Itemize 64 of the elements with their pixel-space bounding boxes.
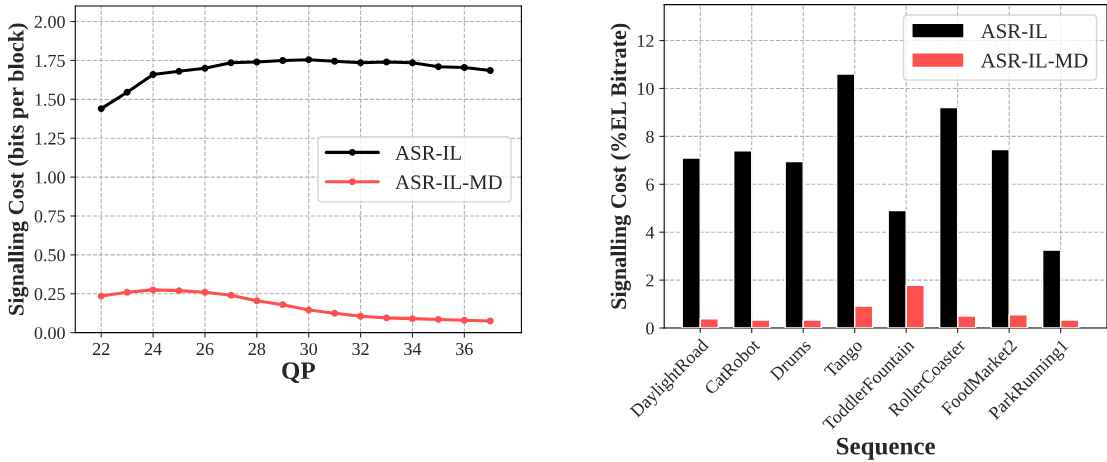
point xyxy=(123,88,131,96)
x-tick-label: 30 xyxy=(300,342,318,356)
y-tick-label: 0 xyxy=(646,322,654,335)
point xyxy=(305,306,313,314)
point xyxy=(331,309,339,317)
y-tick-label: 1.00 xyxy=(35,171,65,184)
point xyxy=(123,288,131,296)
point xyxy=(383,58,390,66)
point xyxy=(460,316,468,324)
point xyxy=(227,291,235,299)
x-tick-label: 34 xyxy=(404,342,422,356)
y-tick-label: 10 xyxy=(638,82,654,95)
point xyxy=(97,105,105,113)
point xyxy=(279,56,287,64)
y-tick-label: 1.50 xyxy=(35,93,65,106)
y-tick-label: 2.00 xyxy=(34,15,65,29)
x-axis-title: QP xyxy=(282,362,315,383)
x-tick-label: 32 xyxy=(352,342,369,356)
x-tick-label: 36 xyxy=(456,342,473,356)
point xyxy=(97,292,105,300)
x-tick-label: 28 xyxy=(248,342,266,356)
point xyxy=(357,312,365,320)
y-tick-label: 8 xyxy=(646,130,654,143)
point xyxy=(253,297,261,305)
y-tick-label: 1.25 xyxy=(35,132,65,145)
y-tick-label: 2 xyxy=(646,274,654,287)
y-tick-label: 0.50 xyxy=(34,249,65,262)
point xyxy=(201,288,209,296)
point xyxy=(331,57,339,65)
point xyxy=(201,64,209,72)
legend-label: ASR-IL-MD xyxy=(980,53,1088,68)
point xyxy=(357,59,365,67)
legend-label: ASR-IL-MD xyxy=(395,175,502,190)
y-tick-label: 12 xyxy=(638,34,654,47)
point xyxy=(149,286,157,294)
x-axis-title: Sequence xyxy=(836,437,935,460)
point xyxy=(434,315,442,323)
point xyxy=(486,67,494,75)
y-axis-title: Signalling Cost (bits per block) xyxy=(8,23,29,315)
point xyxy=(434,63,442,71)
legend-label: ASR-IL xyxy=(395,145,461,160)
y-tick-label: 1.75 xyxy=(35,54,65,67)
x-tick-label: 24 xyxy=(144,342,162,355)
point xyxy=(305,56,313,64)
point xyxy=(460,63,468,71)
x-tick-label: 22 xyxy=(92,342,110,355)
point xyxy=(383,314,390,322)
point xyxy=(408,315,416,323)
point xyxy=(253,58,261,66)
y-tick-label: 0.25 xyxy=(34,288,65,301)
point xyxy=(175,67,183,75)
x-tick-label: 26 xyxy=(196,342,214,356)
y-tick-label: 6 xyxy=(646,178,654,191)
y-tick-label: 0.00 xyxy=(34,326,65,340)
point xyxy=(279,301,287,309)
point xyxy=(408,59,416,67)
point xyxy=(149,70,157,78)
y-tick-label: 0.75 xyxy=(34,210,65,223)
legend-label: ASR-IL xyxy=(980,24,1047,39)
y-tick-label: 4 xyxy=(645,226,655,239)
y-axis-title: Signalling Cost (%EL Bitrate) xyxy=(610,23,631,309)
point xyxy=(175,287,183,295)
point xyxy=(227,59,235,67)
point xyxy=(486,317,494,325)
